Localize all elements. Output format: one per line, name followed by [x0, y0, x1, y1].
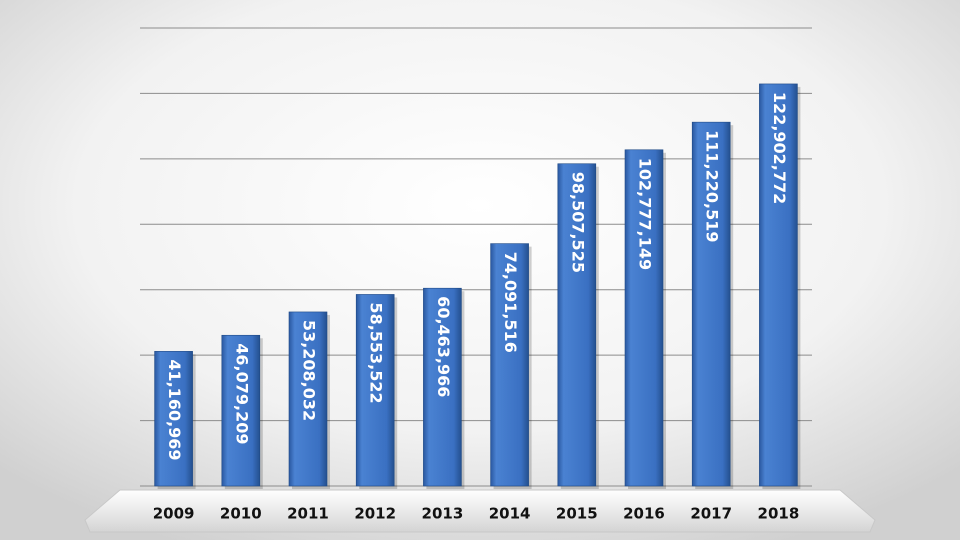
value-label: 98,507,525	[568, 172, 587, 273]
x-tick-label: 2010	[220, 505, 262, 523]
bar	[288, 311, 328, 487]
value-label: 102,777,149	[636, 158, 655, 270]
x-tick-label: 2015	[556, 505, 598, 523]
value-label: 46,079,209	[232, 343, 251, 444]
bar	[355, 294, 395, 487]
x-tick-label: 2016	[623, 505, 665, 523]
x-tick-label: 2014	[489, 505, 531, 523]
value-label: 41,160,969	[165, 359, 184, 460]
value-label: 111,220,519	[703, 130, 722, 242]
x-tick-label: 2013	[422, 505, 464, 523]
x-tick-label: 2011	[287, 505, 329, 523]
value-label: 60,463,966	[434, 296, 453, 397]
bar	[759, 83, 798, 487]
x-tick-label: 2009	[153, 505, 195, 523]
bar	[490, 243, 529, 487]
value-label: 122,902,772	[770, 92, 789, 204]
bar	[691, 121, 731, 487]
bar	[154, 351, 193, 487]
value-label: 53,208,032	[300, 320, 319, 421]
value-label: 58,553,522	[367, 302, 386, 403]
bar	[557, 163, 597, 487]
platform	[84, 489, 876, 533]
bar	[423, 287, 462, 487]
bar	[624, 149, 664, 487]
x-tick-label: 2018	[758, 505, 800, 523]
value-label: 74,091,516	[501, 252, 520, 353]
bar	[221, 334, 261, 487]
x-tick-label: 2012	[354, 505, 396, 523]
x-tick-label: 2017	[690, 505, 732, 523]
